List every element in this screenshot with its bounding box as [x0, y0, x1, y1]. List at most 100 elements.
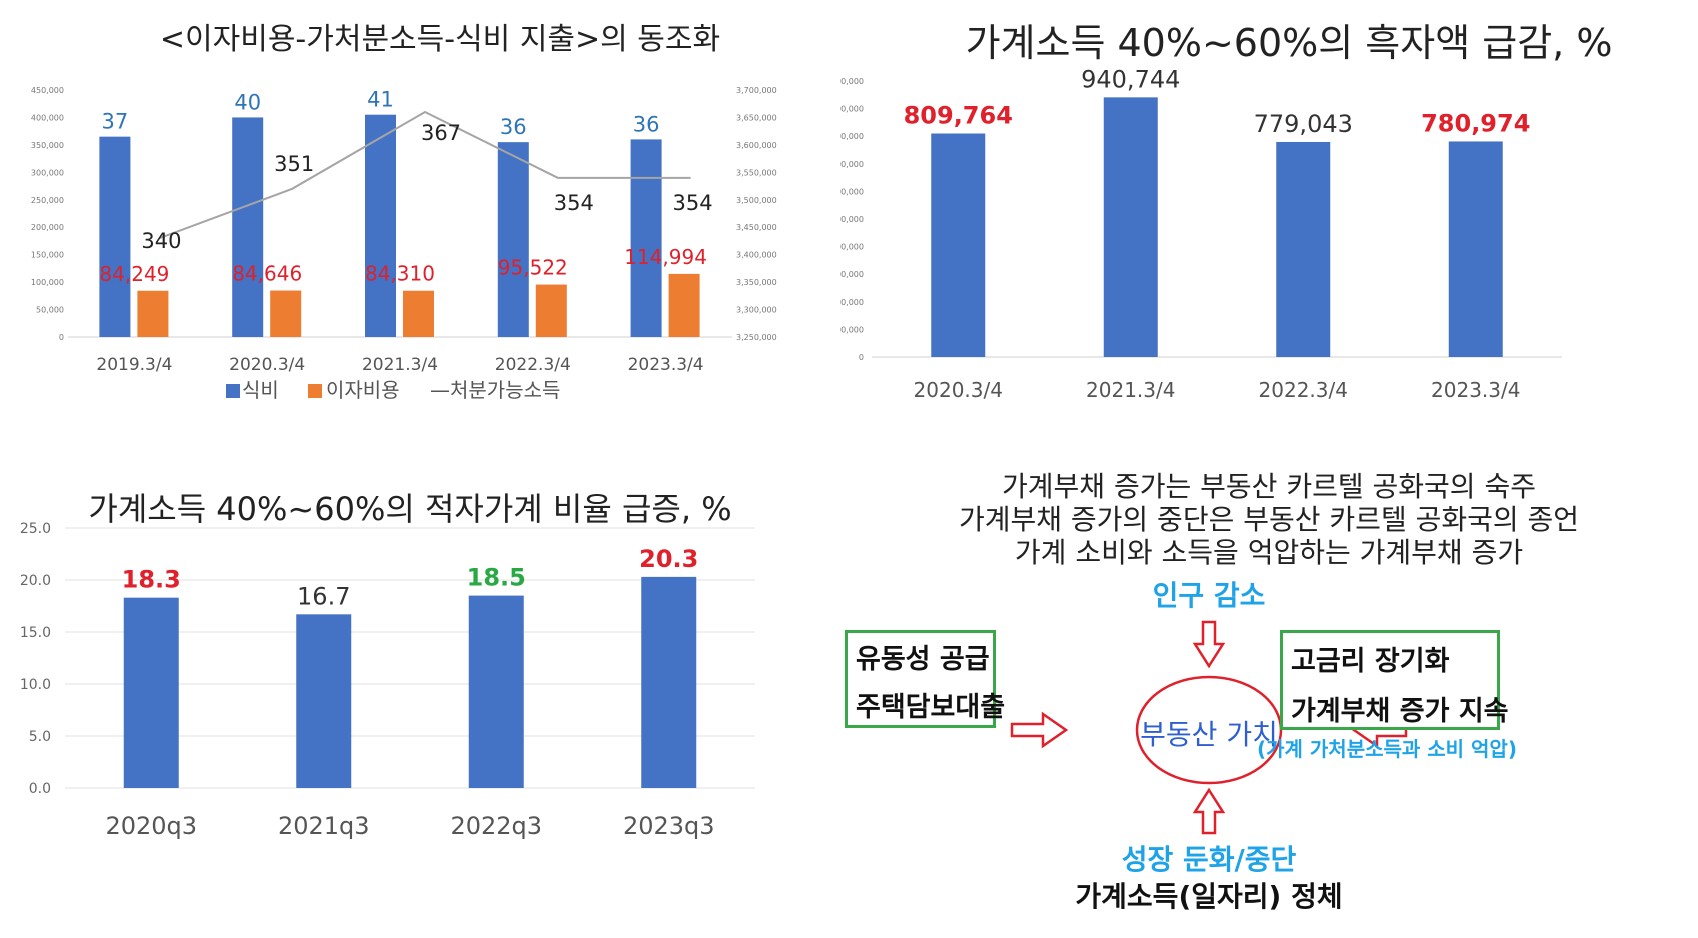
interest-bar — [403, 290, 434, 337]
y-axis-tick: 1,000,000 — [840, 77, 864, 86]
y-axis-tick: 0 — [859, 353, 864, 362]
combo-chart: 0 50,000 100,000 150,000 200,000 250,000 300,0… — [31, 86, 777, 402]
food-data-label: 41 — [367, 88, 394, 112]
surplus-bar-chart: 0 100,000 200,000 300,000 400,000 500,000 600,… — [840, 65, 1562, 402]
deficit-bar-chart: 0.0 5.0 10.0 15.0 20.0 25.0 18.3 2020q3 16.7 2021… — [20, 521, 755, 840]
right-axis-tick: 3,250,000 — [736, 333, 777, 342]
right-axis-tick: 3,500,000 — [736, 196, 777, 205]
interest-bar — [270, 290, 302, 337]
interest-data-label: 84,310 — [365, 262, 435, 286]
y-axis-tick: 15.0 — [20, 625, 51, 641]
arrow-right-from-left — [1010, 711, 1069, 749]
x-tick-label: 2022.3/4 — [1259, 378, 1348, 402]
y-axis-tick: 600,000 — [840, 187, 864, 196]
y-axis-tick: 300,000 — [840, 270, 864, 279]
y-axis-tick: 100,000 — [840, 325, 864, 334]
caption-line-2: 가계부채 증가의 중단은 부동산 카르텔 공화국의 종언 — [958, 503, 1580, 536]
y-axis-tick: 700,000 — [840, 160, 864, 169]
x-tick-label: 2019.3/4 — [96, 355, 172, 375]
surplus-bar — [1276, 141, 1331, 357]
left-axis-tick: 0 — [59, 333, 64, 342]
surplus-data-label: 780,974 — [1421, 109, 1530, 137]
x-tick-label: 2020.3/4 — [229, 355, 305, 375]
x-tick-label: 2023.3/4 — [628, 355, 704, 375]
y-axis-tick: 900,000 — [840, 105, 864, 114]
left-axis-tick: 350,000 — [31, 141, 64, 150]
income-data-label: 340 — [141, 229, 181, 253]
surplus-data-label: 779,043 — [1254, 110, 1353, 138]
y-axis-tick: 10.0 — [20, 677, 51, 693]
interest-data-label: 114,994 — [624, 245, 707, 269]
x-tick-label: 2022.3/4 — [495, 355, 571, 375]
interest-bar — [668, 273, 700, 337]
x-tick-label: 2021q3 — [278, 812, 370, 840]
right-factor-note: (가계 가처분소득과 소비 억압) — [1257, 737, 1517, 761]
x-tick-label: 2020q3 — [105, 812, 197, 840]
right-axis-tick: 3,600,000 — [736, 141, 777, 150]
surplus-chart-title: 가계소득 40%~60%의 흑자액 급감, % — [965, 21, 1613, 65]
y-axis-tick: 5.0 — [29, 729, 51, 745]
food-data-label: 36 — [633, 112, 660, 136]
deficit-chart-panel: 가계소득 40%~60%의 적자가계 비율 급증, % 0.0 5.0 10.0 15… — [0, 470, 840, 938]
bottom-factor-1: 성장 둔화/중단 — [1121, 843, 1297, 876]
deficit-data-label: 18.3 — [122, 566, 181, 594]
left-box-line-1: 유동성 공급 — [856, 644, 990, 675]
diagram-caption: 가계부채 증가는 부동산 카르텔 공화국의 숙주 가계부채 증가의 중단은 부동… — [840, 470, 1698, 569]
top-factor: 인구 감소 — [1152, 579, 1266, 612]
income-data-label: 354 — [673, 191, 713, 215]
y-axis-tick: 0.0 — [29, 781, 51, 797]
deficit-data-label: 20.3 — [639, 545, 698, 573]
center-ellipse — [1135, 675, 1283, 785]
y-axis-tick: 20.0 — [20, 573, 51, 589]
food-bar — [99, 136, 131, 337]
right-axis-tick: 3,650,000 — [736, 113, 777, 122]
food-bar — [630, 139, 662, 337]
income-line — [159, 110, 691, 240]
deficit-data-label: 16.7 — [297, 582, 350, 610]
x-tick-label: 2023q3 — [623, 812, 715, 840]
center-label: 부동산 가치 — [1140, 718, 1278, 751]
legend-interest-swatch — [308, 384, 322, 398]
x-tick-label: 2022q3 — [450, 812, 542, 840]
left-factor-box: 유동성 공급 주택담보대출 — [845, 630, 1005, 728]
right-axis-tick: 3,550,000 — [736, 168, 777, 177]
debt-diagram-panel: 가계부채 증가는 부동산 카르텔 공화국의 숙주 가계부채 증가의 중단은 부동… — [840, 470, 1698, 938]
surplus-bar — [1448, 141, 1503, 357]
arrow-down-from-top — [1192, 620, 1226, 669]
interest-bar — [137, 290, 169, 337]
income-data-label: 367 — [421, 121, 461, 145]
income-data-label: 354 — [554, 191, 594, 215]
right-box-line-1: 고금리 장기화 — [1291, 646, 1450, 677]
y-axis-tick: 25.0 — [20, 521, 51, 537]
left-axis-tick: 50,000 — [36, 306, 64, 315]
left-axis-tick: 300,000 — [31, 168, 64, 177]
interest-bar — [535, 284, 567, 337]
deficit-chart-title: 가계소득 40%~60%의 적자가계 비율 급증, % — [88, 490, 732, 528]
surplus-data-label: 809,764 — [904, 102, 1013, 130]
interest-data-label: 95,522 — [498, 256, 568, 280]
right-axis-tick: 3,450,000 — [736, 223, 777, 232]
x-tick-label: 2020.3/4 — [914, 378, 1003, 402]
left-axis-tick: 450,000 — [31, 86, 64, 95]
food-data-label: 40 — [234, 90, 261, 114]
y-axis-tick: 200,000 — [840, 298, 864, 307]
deficit-bar — [296, 614, 352, 788]
income-data-label: 351 — [274, 152, 314, 176]
y-axis-tick: 500,000 — [840, 215, 864, 224]
deficit-bar — [468, 595, 524, 788]
deficit-data-label: 18.5 — [467, 564, 526, 592]
y-axis-tick: 400,000 — [840, 243, 864, 252]
right-axis-tick: 3,700,000 — [736, 86, 777, 95]
interest-data-label: 84,249 — [99, 262, 169, 286]
arrow-up-from-bottom — [1192, 787, 1226, 835]
combo-chart-title: <이자비용-가처분소득-식비 지출>의 동조화 — [159, 22, 721, 57]
food-data-label: 36 — [500, 115, 527, 139]
left-axis-tick: 200,000 — [31, 223, 64, 232]
y-axis-tick: 800,000 — [840, 132, 864, 141]
right-box-line-2: 가계부채 증가 지속 — [1291, 696, 1509, 727]
right-axis-tick: 3,400,000 — [736, 251, 777, 260]
legend-interest-label: 이자비용 — [326, 378, 400, 402]
surplus-bar — [931, 133, 986, 357]
right-axis-tick: 3,300,000 — [736, 306, 777, 315]
deficit-bar — [123, 597, 179, 788]
